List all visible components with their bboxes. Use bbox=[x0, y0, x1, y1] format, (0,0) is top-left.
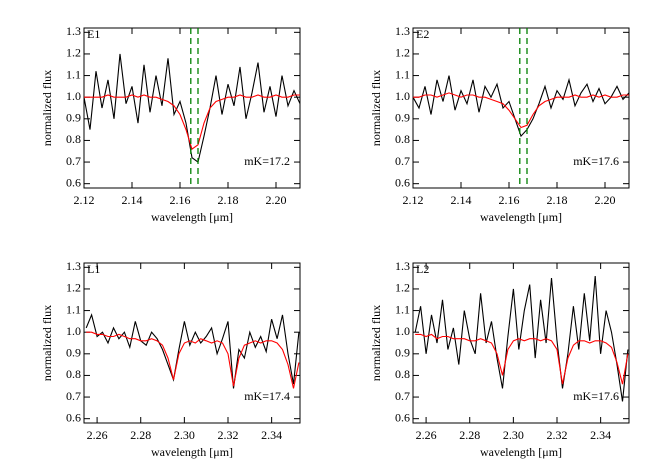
spectrum-line bbox=[83, 53, 301, 164]
x-tick-label: 2.32 bbox=[218, 428, 239, 442]
panel-label: L1 bbox=[87, 262, 100, 276]
panel-label: E2 bbox=[416, 27, 429, 41]
panel-label: L2 bbox=[416, 262, 429, 276]
y-axis-label: normalized flux bbox=[40, 70, 54, 146]
y-axis-label: normalized flux bbox=[40, 305, 54, 381]
x-axis-label: wavelength [μm] bbox=[480, 445, 562, 459]
x-tick-label: 2.16 bbox=[170, 193, 191, 207]
x-axis-label: wavelength [μm] bbox=[151, 210, 233, 224]
x-axis-label: wavelength [μm] bbox=[480, 210, 562, 224]
y-tick-label: 0.9 bbox=[66, 111, 81, 125]
y-tick-label: 1.1 bbox=[395, 302, 410, 316]
x-axis-label: wavelength [μm] bbox=[151, 445, 233, 459]
y-axis-label: normalized flux bbox=[369, 305, 383, 381]
x-tick-label: 2.18 bbox=[218, 193, 239, 207]
x-tick-label: 2.18 bbox=[547, 193, 568, 207]
y-tick-label: 0.9 bbox=[395, 111, 410, 125]
y-tick-label: 0.9 bbox=[395, 346, 410, 360]
y-tick-label: 0.6 bbox=[66, 410, 81, 424]
y-tick-label: 1.3 bbox=[395, 24, 410, 38]
spectrum-line bbox=[415, 333, 629, 385]
x-tick-label: 2.16 bbox=[499, 193, 520, 207]
y-tick-label: 1.3 bbox=[66, 24, 81, 38]
x-tick-label: 2.34 bbox=[261, 428, 282, 442]
plot-frame bbox=[83, 27, 301, 189]
y-tick-label: 0.8 bbox=[66, 367, 81, 381]
plot-frame bbox=[412, 27, 630, 189]
y-tick-label: 1.0 bbox=[66, 324, 81, 338]
y-tick-label: 1.2 bbox=[66, 281, 81, 295]
y-tick-label: 0.7 bbox=[66, 389, 81, 403]
x-tick-label: 2.14 bbox=[451, 193, 472, 207]
x-tick-label: 2.12 bbox=[74, 193, 95, 207]
panel-label: E1 bbox=[87, 27, 100, 41]
x-tick-label: 2.28 bbox=[130, 428, 151, 442]
y-tick-label: 1.2 bbox=[395, 46, 410, 60]
x-tick-label: 2.26 bbox=[416, 428, 437, 442]
spectrum-line bbox=[84, 94, 300, 150]
y-tick-label: 0.9 bbox=[66, 346, 81, 360]
y-tick-label: 1.1 bbox=[395, 67, 410, 81]
x-tick-label: 2.20 bbox=[266, 193, 287, 207]
spectrum-line bbox=[86, 331, 300, 389]
y-tick-label: 1.0 bbox=[66, 89, 81, 103]
y-tick-label: 1.3 bbox=[395, 259, 410, 273]
y-tick-label: 0.6 bbox=[66, 175, 81, 189]
spectrum-line bbox=[414, 275, 629, 402]
y-tick-label: 1.1 bbox=[66, 67, 81, 81]
y-tick-label: 1.3 bbox=[66, 259, 81, 273]
y-tick-label: 0.6 bbox=[395, 175, 410, 189]
y-tick-label: 0.6 bbox=[395, 410, 410, 424]
spectrum-line bbox=[85, 313, 300, 389]
annotation: mK=17.6 bbox=[573, 389, 619, 403]
x-tick-label: 2.20 bbox=[595, 193, 616, 207]
plot-frame bbox=[83, 262, 301, 424]
x-tick-label: 2.32 bbox=[547, 428, 568, 442]
x-tick-label: 2.14 bbox=[122, 193, 143, 207]
y-tick-label: 0.8 bbox=[395, 367, 410, 381]
y-tick-label: 0.7 bbox=[395, 389, 410, 403]
annotation: mK=17.4 bbox=[244, 389, 290, 403]
spectrum-line bbox=[412, 75, 630, 138]
y-tick-label: 1.2 bbox=[395, 281, 410, 295]
annotation: mK=17.2 bbox=[244, 154, 290, 168]
annotation: mK=17.6 bbox=[573, 154, 619, 168]
x-tick-label: 2.30 bbox=[174, 428, 195, 442]
x-tick-label: 2.34 bbox=[590, 428, 611, 442]
y-tick-label: 1.0 bbox=[395, 89, 410, 103]
y-axis-label: normalized flux bbox=[369, 70, 383, 146]
spectrum-line bbox=[413, 92, 629, 129]
y-tick-label: 0.8 bbox=[66, 132, 81, 146]
x-tick-label: 2.26 bbox=[87, 428, 108, 442]
y-tick-label: 1.0 bbox=[395, 324, 410, 338]
x-tick-label: 2.12 bbox=[403, 193, 424, 207]
y-tick-label: 1.2 bbox=[66, 46, 81, 60]
x-tick-label: 2.30 bbox=[503, 428, 524, 442]
y-tick-label: 0.7 bbox=[395, 154, 410, 168]
y-tick-label: 0.7 bbox=[66, 154, 81, 168]
y-tick-label: 0.8 bbox=[395, 132, 410, 146]
x-tick-label: 2.28 bbox=[459, 428, 480, 442]
plot-frame bbox=[412, 262, 630, 424]
y-tick-label: 1.1 bbox=[66, 302, 81, 316]
